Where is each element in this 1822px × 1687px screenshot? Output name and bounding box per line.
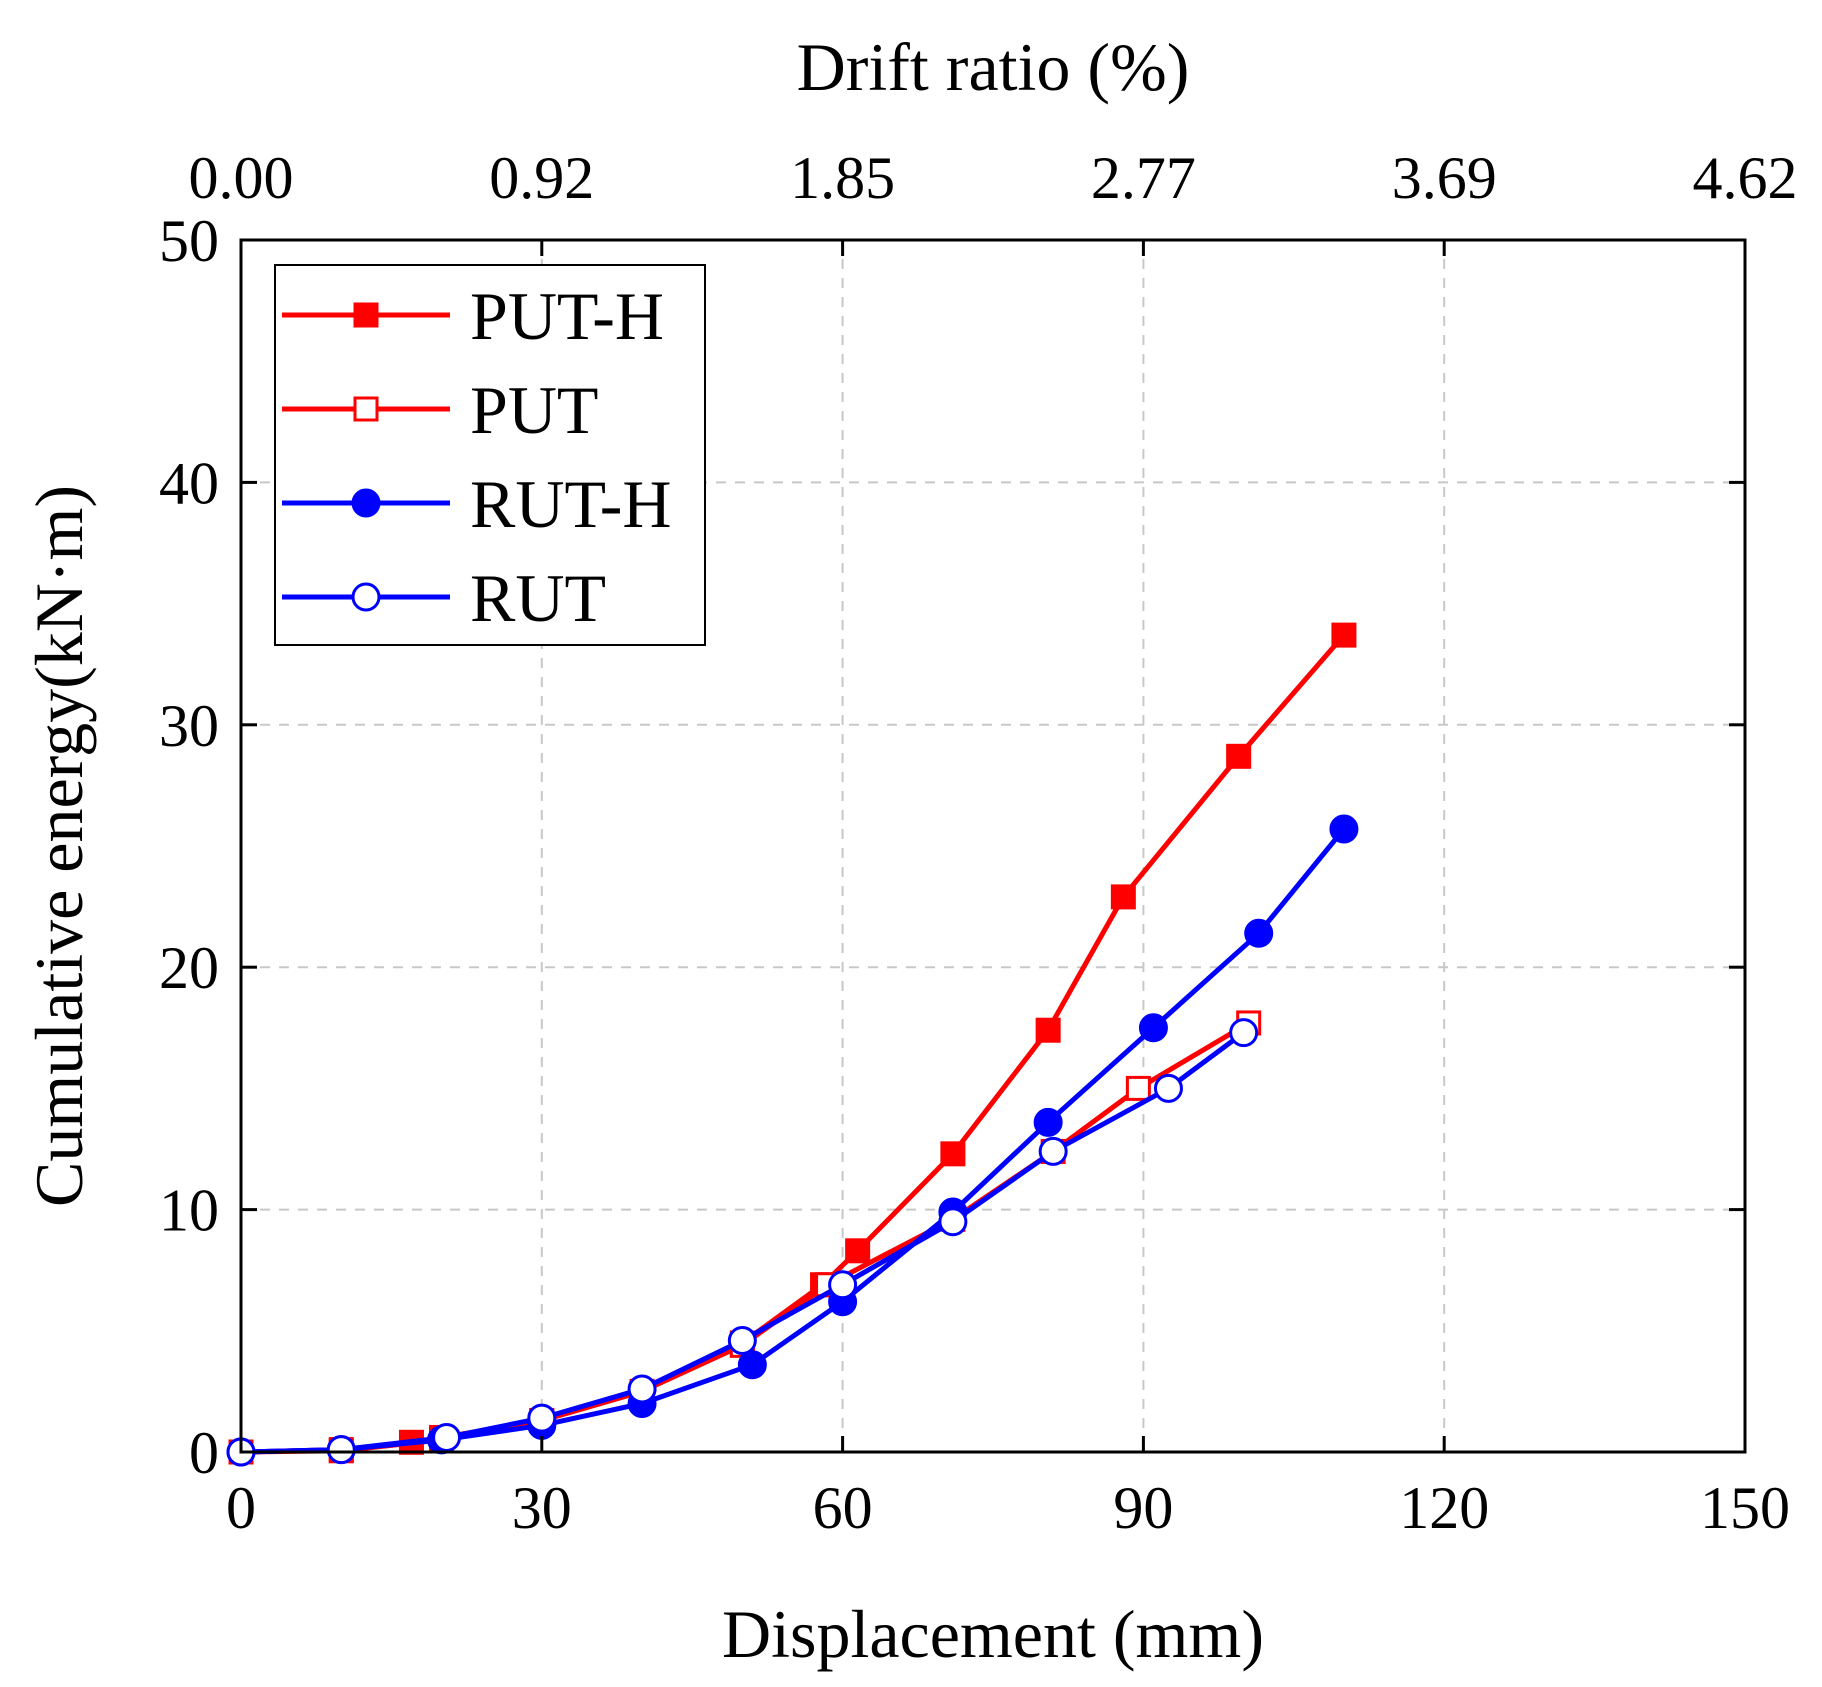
y-axis-tick-labels: 0 10 20 30 40 50 [159,208,219,1486]
legend-marker-rut-h [351,488,381,518]
top-tick-label: 1.85 [790,145,895,211]
data-point-put-h [845,1238,871,1264]
y-tick-label: 0 [189,1420,219,1486]
data-point-rut [1038,1136,1068,1166]
data-point-rut-h [1329,814,1359,844]
series-rut [226,1018,1259,1467]
legend-label-rut-h: RUT-H [470,466,672,542]
data-point-put-h [1035,1017,1061,1043]
legend-item-rut-h: RUT-H [282,466,672,542]
data-point-rut [527,1403,557,1433]
x-tick-label: 60 [813,1475,873,1541]
data-point-rut [627,1374,657,1404]
data-point-put-h [940,1141,966,1167]
x-tick-label: 30 [512,1475,572,1541]
top-axis-tick-labels: 0.00 0.92 1.85 2.77 3.69 4.62 [189,145,1798,211]
data-point-put-h [1226,743,1252,769]
y-tick-label: 20 [159,935,219,1001]
legend-item-rut: RUT [282,560,606,636]
data-point-rut [326,1435,356,1465]
top-tick-label: 0.92 [489,145,594,211]
data-point-rut-h [1033,1107,1063,1137]
legend-marker-put [353,396,379,422]
data-point-rut [938,1207,968,1237]
x-axis-tick-labels: 0 30 60 90 120 150 [226,1475,1790,1541]
data-point-rut-h [1244,918,1274,948]
top-tick-label: 2.77 [1091,145,1196,211]
legend-item-put-h: PUT-H [282,278,664,354]
tick-marks [239,238,1747,1454]
legend-marker-rut [351,582,381,612]
data-point-rut [727,1325,757,1355]
y-tick-label: 30 [159,693,219,759]
data-point-rut [828,1270,858,1300]
data-point-put [1125,1075,1151,1101]
data-point-rut [432,1422,462,1452]
legend-marker-put-h [353,302,379,328]
top-tick-label: 0.00 [189,145,294,211]
legend-label-put: PUT [470,372,598,448]
data-point-rut [1153,1073,1183,1103]
top-tick-label: 4.62 [1693,145,1798,211]
y-tick-label: 40 [159,450,219,516]
y-tick-label: 10 [159,1178,219,1244]
data-point-put-h [1331,622,1357,648]
x-tick-label: 150 [1700,1475,1790,1541]
data-point-rut-h [737,1350,767,1380]
legend-label-rut: RUT [470,560,606,636]
x-axis-title: Displacement (mm) [722,1596,1264,1672]
data-point-rut [1229,1018,1259,1048]
y-axis-title: Cumulative energy(kN·m) [21,485,97,1207]
data-point-rut-h [1138,1013,1168,1043]
x-tick-label: 0 [226,1475,256,1541]
x-tick-label: 120 [1399,1475,1489,1541]
plot-frame [239,238,1747,1454]
legend: PUT-H PUT RUT-H RUT [274,264,706,646]
x-tick-label: 90 [1113,1475,1173,1541]
series-group [226,622,1359,1467]
top-axis-title: Drift ratio (%) [797,29,1190,105]
data-point-put-h [1110,884,1136,910]
legend-item-put: PUT [282,372,598,448]
top-tick-label: 3.69 [1392,145,1497,211]
legend-frame [274,264,706,646]
y-tick-label: 50 [159,208,219,274]
legend-label-put-h: PUT-H [470,278,664,354]
